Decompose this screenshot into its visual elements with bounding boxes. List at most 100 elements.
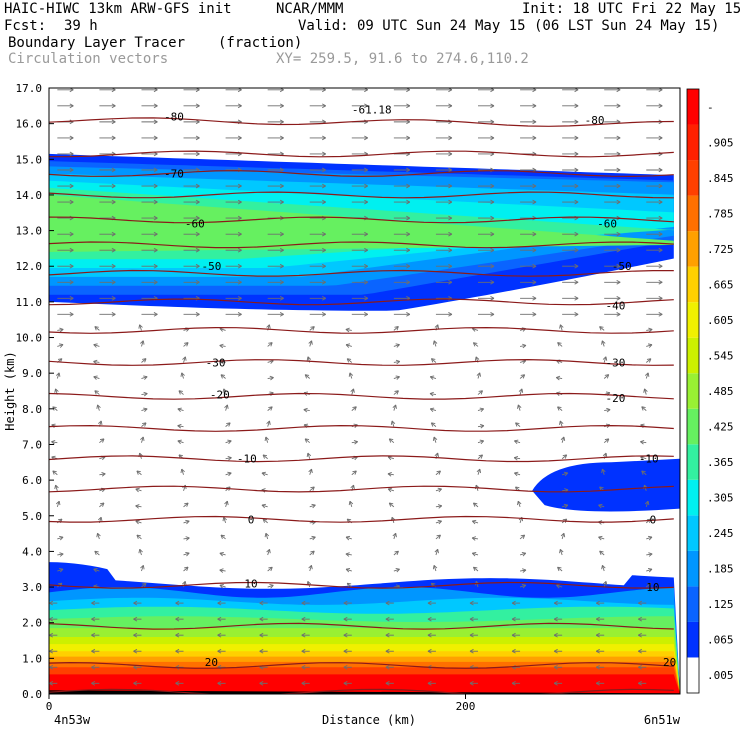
isotherm-line bbox=[49, 241, 674, 249]
circulation-vector-head bbox=[574, 199, 579, 205]
circulation-vector-head bbox=[390, 420, 396, 425]
circulation-vector-head bbox=[195, 103, 200, 109]
isotherm-line bbox=[49, 326, 674, 334]
circulation-vector-head bbox=[93, 375, 98, 380]
circulation-vector-head bbox=[434, 324, 439, 329]
isotherm-line bbox=[49, 358, 674, 366]
circulation-vector-head bbox=[322, 231, 326, 237]
circulation-vector-head bbox=[279, 296, 284, 301]
circulation-vector-head bbox=[432, 340, 438, 345]
circulation-vector-head bbox=[178, 390, 183, 395]
circulation-vector bbox=[431, 358, 437, 363]
circulation-vector-head bbox=[54, 388, 59, 393]
circulation-vector bbox=[430, 376, 437, 379]
circulation-vector-head bbox=[647, 567, 653, 573]
circulation-vector bbox=[645, 582, 652, 588]
circulation-vector-head bbox=[52, 470, 57, 475]
circulation-vector-head bbox=[574, 247, 579, 253]
circulation-vector-head bbox=[219, 568, 224, 573]
circulation-vector-head bbox=[185, 551, 190, 557]
circulation-vector-head bbox=[434, 452, 439, 458]
circulation-vector bbox=[309, 536, 316, 540]
circulation-vector-head bbox=[647, 343, 653, 348]
circulation-vector-head bbox=[364, 312, 369, 317]
circulation-vector-head bbox=[638, 600, 642, 606]
colorbar-swatch bbox=[687, 231, 699, 267]
circulation-vector-head bbox=[616, 103, 621, 109]
circulation-vector-head bbox=[574, 231, 579, 237]
isotherm-line bbox=[49, 191, 674, 199]
circulation-vector-head bbox=[638, 632, 642, 638]
circulation-vector-head bbox=[646, 582, 652, 588]
circulation-vector-head bbox=[559, 324, 564, 329]
circulation-vector-head bbox=[387, 472, 392, 477]
circulation-vector-head bbox=[195, 279, 200, 285]
circulation-vector bbox=[514, 472, 521, 476]
colorbar-label: .785 bbox=[707, 207, 734, 220]
circulation-vector bbox=[435, 549, 439, 556]
circulation-vector-head bbox=[429, 391, 434, 397]
isotherm-label: -30 bbox=[206, 356, 226, 369]
circulation-vector-head bbox=[153, 135, 158, 141]
y-tick-label: 15.0 bbox=[16, 153, 43, 166]
circulation-vector-head bbox=[616, 231, 621, 237]
circulation-vector-head bbox=[175, 632, 180, 638]
circulation-vector bbox=[646, 553, 653, 556]
circulation-vector bbox=[57, 568, 64, 572]
circulation-vector-head bbox=[308, 564, 313, 570]
circulation-vector bbox=[431, 422, 437, 427]
circulation-vector-head bbox=[364, 231, 369, 237]
circulation-vector-head bbox=[279, 167, 284, 173]
circulation-vector-head bbox=[279, 247, 284, 253]
circulation-vector-head bbox=[279, 199, 284, 205]
isotherm-label: 10 bbox=[244, 577, 257, 590]
colorbar-label: .305 bbox=[707, 492, 734, 505]
circulation-vector-head bbox=[601, 564, 606, 570]
circulation-vector-head bbox=[269, 584, 274, 589]
circulation-vector-head bbox=[91, 616, 96, 622]
circulation-vector-head bbox=[143, 391, 148, 397]
circulation-vector-head bbox=[308, 468, 313, 474]
circulation-vector-head bbox=[237, 231, 242, 237]
circulation-vector-head bbox=[306, 356, 312, 361]
circulation-vector bbox=[183, 552, 190, 556]
circulation-vector-head bbox=[219, 343, 224, 349]
circulation-vector-head bbox=[479, 423, 485, 429]
circulation-vector-head bbox=[49, 680, 54, 686]
circulation-vector-head bbox=[279, 279, 284, 285]
circulation-vector bbox=[267, 549, 270, 556]
circulation-vector-head bbox=[490, 296, 495, 301]
circulation-vector bbox=[557, 342, 563, 347]
circulation-vector-head bbox=[133, 680, 138, 686]
circulation-vector bbox=[57, 536, 64, 540]
circulation-vector-head bbox=[648, 327, 653, 333]
fcst-value: 39 h bbox=[64, 18, 98, 34]
circulation-vector-head bbox=[616, 296, 621, 301]
colorbar-swatch bbox=[687, 266, 699, 303]
circulation-vector bbox=[556, 584, 563, 588]
circulation-vector bbox=[429, 393, 437, 396]
org-label: NCAR/MMM bbox=[276, 1, 344, 17]
circulation-vector-head bbox=[140, 340, 145, 345]
circulation-vector-head bbox=[557, 406, 562, 411]
circulation-vector-head bbox=[153, 279, 158, 285]
circulation-vector-head bbox=[429, 407, 435, 412]
circulation-vector-head bbox=[557, 342, 562, 347]
circulation-vector-head bbox=[490, 183, 495, 189]
circulation-vector-head bbox=[448, 151, 453, 157]
circulation-vector-head bbox=[560, 532, 566, 538]
circulation-vector bbox=[473, 342, 479, 347]
circulation-vector-head bbox=[237, 296, 242, 301]
circulation-vector bbox=[646, 328, 653, 331]
circulation-vector-head bbox=[532, 312, 537, 317]
circulation-vector-head bbox=[595, 648, 600, 654]
circulation-vector-head bbox=[348, 372, 354, 377]
circulation-vector-head bbox=[98, 420, 103, 425]
circulation-vector bbox=[601, 565, 605, 572]
circulation-vector-head bbox=[616, 183, 621, 189]
isotherm-label: -20 bbox=[210, 389, 230, 402]
circulation-vector-head bbox=[153, 215, 158, 221]
isotherm-line bbox=[49, 424, 674, 432]
circulation-vector-head bbox=[514, 439, 519, 445]
